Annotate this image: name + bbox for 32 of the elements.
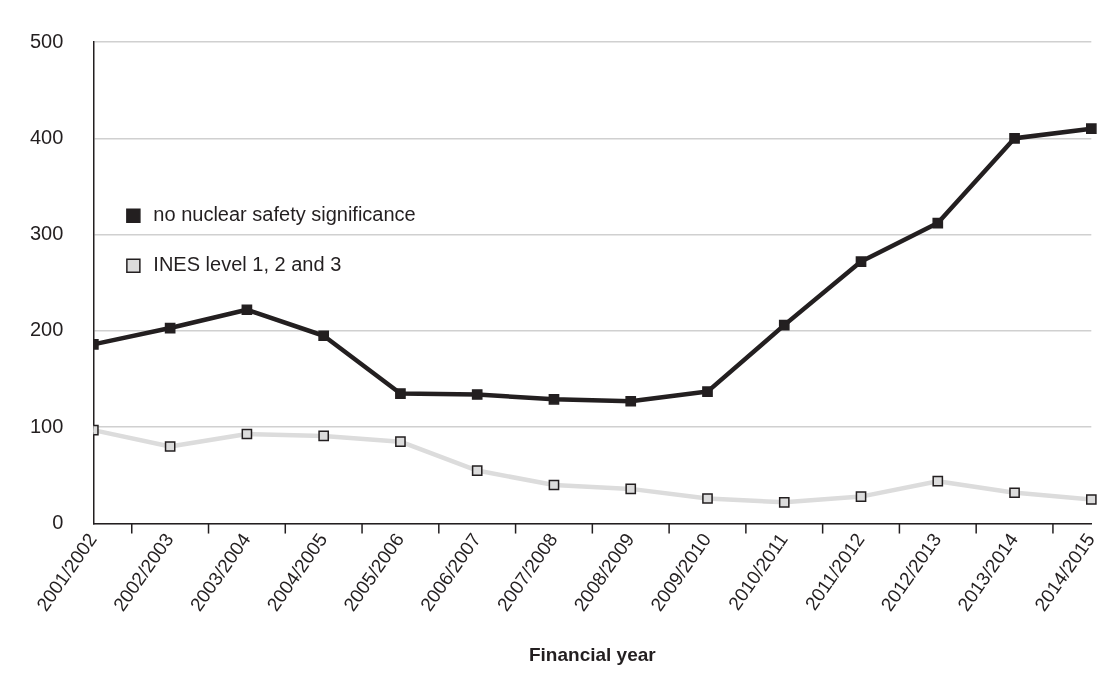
y-tick-label: 500 — [29, 29, 64, 52]
point — [1085, 123, 1097, 135]
point — [778, 497, 790, 508]
point — [471, 465, 483, 476]
y-tick-label: 0 — [52, 511, 64, 534]
point — [318, 430, 330, 442]
point — [855, 256, 867, 267]
point — [1085, 494, 1097, 505]
legend-label: INES level 1, 2 and 3 — [153, 253, 342, 276]
y-tick-label: 300 — [29, 222, 64, 245]
point — [395, 436, 406, 448]
point — [395, 388, 406, 399]
y-tick-label: 100 — [29, 414, 64, 437]
point — [1009, 487, 1020, 499]
point — [855, 491, 867, 502]
y-tick-label: 400 — [29, 125, 64, 148]
point — [471, 389, 483, 400]
point — [932, 475, 944, 487]
point — [778, 319, 790, 331]
point — [702, 386, 713, 397]
point — [932, 217, 944, 229]
y-tick-label: 200 — [29, 318, 64, 341]
x-axis-title: Financial year — [528, 643, 657, 665]
point — [625, 483, 637, 495]
point — [625, 395, 637, 407]
point — [548, 393, 560, 405]
point — [1009, 132, 1020, 144]
point — [164, 441, 176, 452]
point — [241, 304, 253, 316]
point — [702, 493, 713, 504]
point — [318, 330, 330, 342]
legend-label: no nuclear safety significance — [153, 203, 416, 226]
